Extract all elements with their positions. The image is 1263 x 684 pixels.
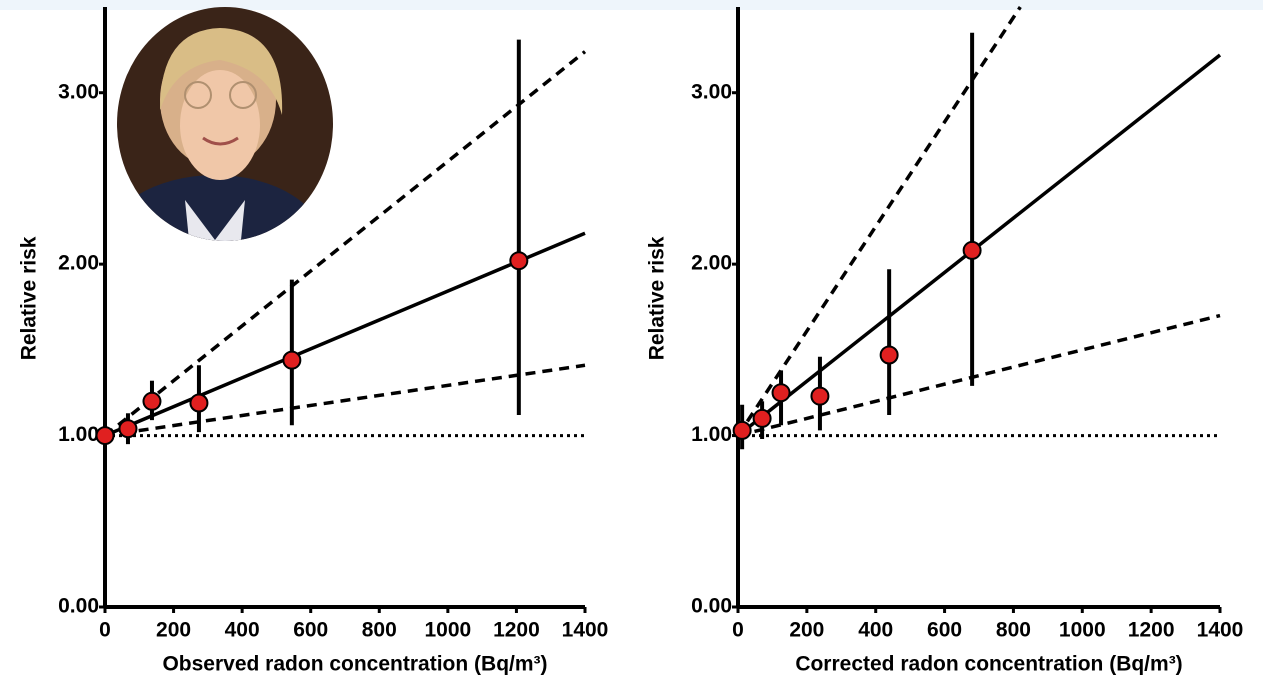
data-point xyxy=(771,383,791,403)
fit-line xyxy=(737,313,1221,438)
x-tick-label: 800 xyxy=(362,619,397,642)
top-band xyxy=(0,0,1263,10)
x-tick-label: 200 xyxy=(156,619,191,642)
data-point xyxy=(810,386,830,406)
x-tick-label: 1000 xyxy=(1059,619,1106,642)
x-tick-label: 400 xyxy=(858,619,893,642)
y-tick-label: 1.00 xyxy=(58,423,99,446)
y-tick-label: 3.00 xyxy=(691,80,732,103)
x-tick-label: 0 xyxy=(732,619,744,642)
data-point xyxy=(142,391,162,411)
x-tick-label: 1400 xyxy=(562,619,609,642)
x-tick-label: 600 xyxy=(293,619,328,642)
x-tick-label: 800 xyxy=(996,619,1031,642)
y-tick-label: 0.00 xyxy=(58,595,99,618)
data-point xyxy=(879,345,899,365)
x-tick-label: 0 xyxy=(99,619,111,642)
x-axis-title: Corrected radon concentration (Bq/m³) xyxy=(795,653,1182,676)
y-tick-label: 0.00 xyxy=(691,595,732,618)
data-point xyxy=(732,420,752,440)
fit-line xyxy=(104,231,586,438)
fit-line xyxy=(104,363,586,438)
y-tick-label: 2.00 xyxy=(58,252,99,275)
data-point xyxy=(118,419,138,439)
data-point xyxy=(509,251,529,271)
x-tick-label: 600 xyxy=(927,619,962,642)
x-tick-label: 1000 xyxy=(424,619,471,642)
portrait xyxy=(117,7,333,241)
data-point xyxy=(282,350,302,370)
x-axis-title: Observed radon concentration (Bq/m³) xyxy=(162,653,547,676)
x-tick-label: 400 xyxy=(225,619,260,642)
y-tick-label: 2.00 xyxy=(691,252,732,275)
y-tick-label: 3.00 xyxy=(58,80,99,103)
x-tick-label: 200 xyxy=(789,619,824,642)
fit-line xyxy=(103,50,587,437)
y-tick-label: 1.00 xyxy=(691,423,732,446)
y-axis-title: Relative risk xyxy=(646,236,669,360)
x-tick-label: 1200 xyxy=(1128,619,1175,642)
x-tick-label: 1200 xyxy=(493,619,540,642)
x-tick-label: 1400 xyxy=(1197,619,1244,642)
y-axis-title: Relative risk xyxy=(18,236,41,360)
data-point xyxy=(189,393,209,413)
data-point xyxy=(752,408,772,428)
data-point xyxy=(95,426,115,446)
data-point xyxy=(962,240,982,260)
